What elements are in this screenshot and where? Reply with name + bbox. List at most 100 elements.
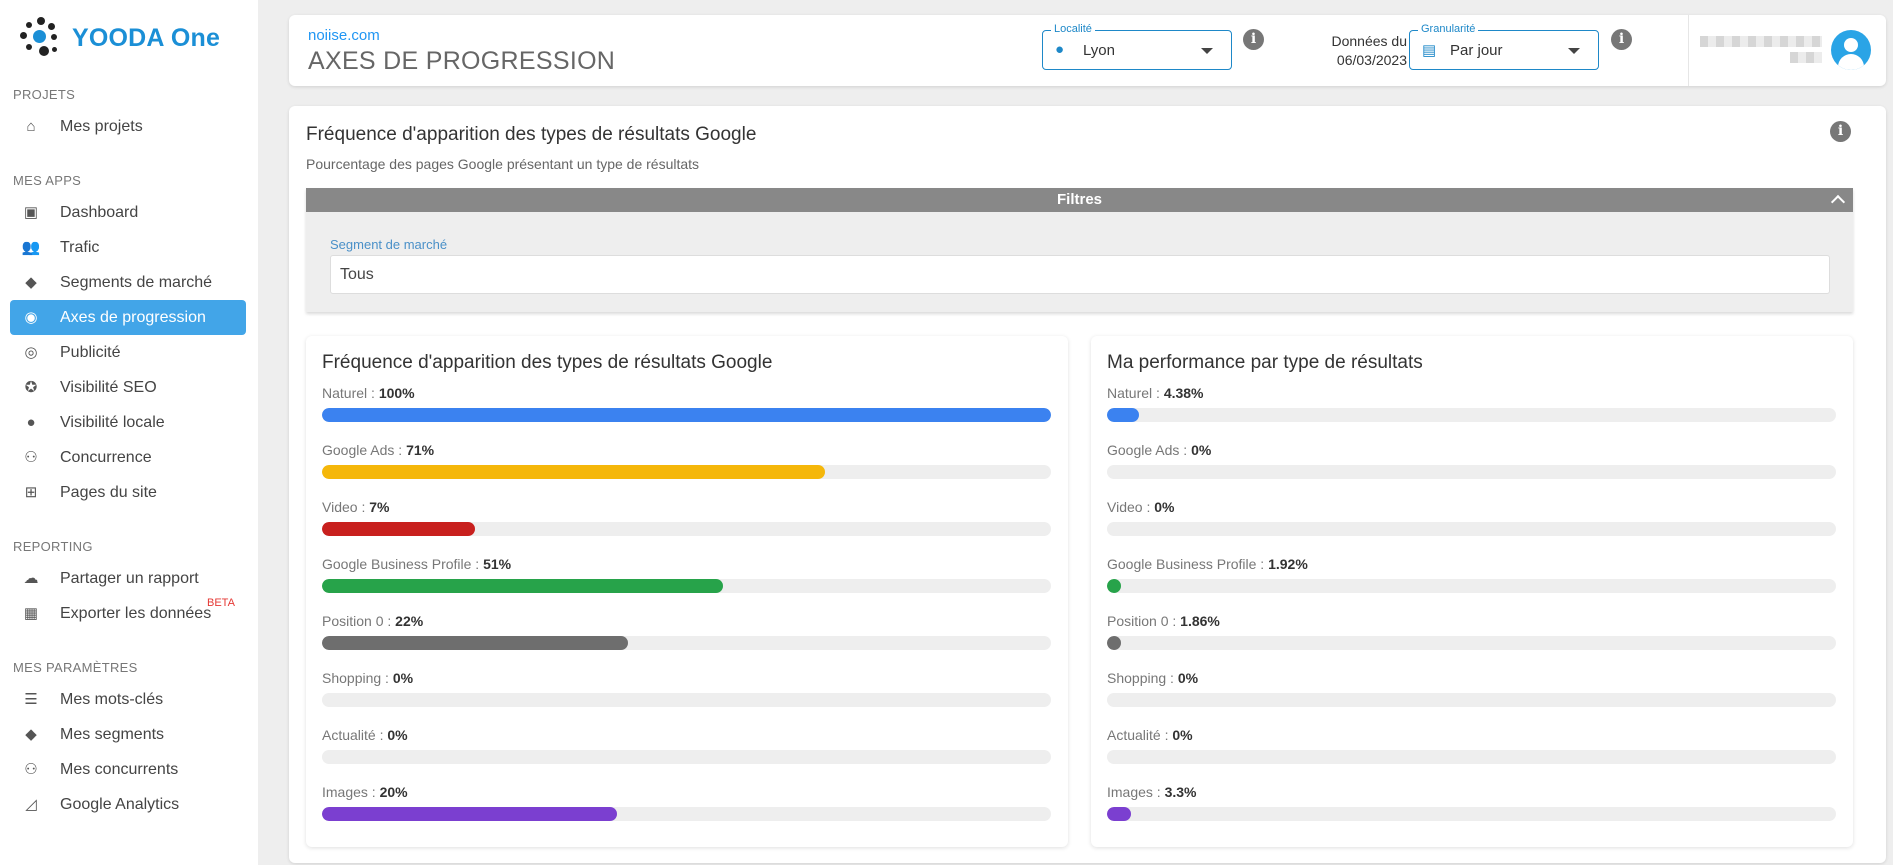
tags-icon: ◆: [25, 726, 37, 743]
metric-value: 7%: [369, 499, 390, 515]
section-title-reporting: REPORTING: [13, 539, 93, 554]
progress-track: [322, 579, 1051, 593]
progress-fill: [322, 579, 723, 593]
metric-label: Images : 20%: [322, 784, 408, 800]
progress-fill: [322, 807, 618, 821]
metric-name: Actualité: [322, 727, 376, 743]
metric-label: Google Business Profile : 51%: [322, 556, 512, 572]
sidebar-item-segments-de-marche[interactable]: ◆ Segments de marché: [10, 265, 246, 300]
granularity-select[interactable]: Granularité ▤ Par jour: [1409, 23, 1599, 70]
metric-value: 0%: [1172, 727, 1193, 743]
panel-info-icon[interactable]: i: [1830, 121, 1851, 142]
sidebar-item-partager-un-rapport[interactable]: ☁ Partager un rapport: [10, 561, 246, 596]
filters-panel: Filtres Segment de marché Tous: [306, 188, 1853, 312]
sidebar-item-trafic[interactable]: 👥 Trafic: [10, 230, 246, 265]
granularity-label: Granularité: [1418, 23, 1479, 35]
section-title-mes-apps: MES APPS: [13, 173, 82, 188]
sidebar-item-mes-mots-cles[interactable]: ☰ Mes mots-clés: [10, 682, 246, 717]
sidebar-item-google-analytics[interactable]: ◿ Google Analytics: [10, 787, 246, 822]
sidebar-item-label: Visibilité locale: [60, 413, 165, 431]
metric-name: Position 0: [322, 613, 384, 629]
locality-info-icon[interactable]: i: [1243, 29, 1264, 50]
progress-track: [1107, 693, 1836, 707]
users-icon: 👥: [21, 239, 41, 256]
metric-value: 3.3%: [1164, 784, 1197, 800]
metric-row-images: Images : 3.3%: [1107, 784, 1837, 824]
metric-name: Images: [1107, 784, 1153, 800]
header-divider: [1688, 15, 1689, 86]
sidebar-item-pages-du-site[interactable]: ⊞ Pages du site: [10, 475, 246, 510]
metric-label: Actualité : 0%: [322, 727, 408, 743]
site-link[interactable]: noiise.com: [308, 27, 380, 44]
sidebar-item-visibilite-locale[interactable]: ● Visibilité locale: [10, 405, 246, 440]
data-date-label: Données du: [1331, 33, 1407, 49]
sidebar-item-mes-projets[interactable]: ⌂ Mes projets: [10, 109, 246, 144]
main-panel: Fréquence d'apparition des types de résu…: [289, 106, 1886, 863]
sidebar-item-visibilite-seo[interactable]: ✪ Visibilité SEO: [10, 370, 246, 405]
sidebar-item-label: Mes mots-clés: [60, 690, 164, 708]
metric-row-google-business-profile: Google Business Profile : 1.92%: [1107, 556, 1837, 596]
metric-name: Google Ads: [322, 442, 395, 458]
metric-label: Video : 7%: [322, 499, 390, 515]
progress-track: [1107, 408, 1836, 422]
sidebar-item-mes-concurrents[interactable]: ⚇ Mes concurrents: [10, 752, 246, 787]
metric-label: Naturel : 100%: [322, 385, 415, 401]
sitemap-icon: ⊞: [24, 484, 38, 501]
metric-value: 22%: [395, 613, 424, 629]
metric-label: Naturel : 4.38%: [1107, 385, 1204, 401]
performance-card: Ma performance par type de résultats Nat…: [1091, 336, 1853, 847]
sidebar-item-axes-de-progression[interactable]: ◉ Axes de progression: [10, 300, 246, 335]
metric-name: Google Business Profile: [322, 556, 472, 572]
sidebar-item-publicite[interactable]: ◎ Publicité: [10, 335, 246, 370]
chevron-down-icon: [1568, 48, 1580, 54]
metric-name: Naturel: [322, 385, 368, 401]
segment-select[interactable]: Tous: [330, 255, 1830, 294]
metric-label: Actualité : 0%: [1107, 727, 1193, 743]
sidebar-item-label: Mes segments: [60, 725, 165, 743]
metric-row-shopping: Shopping : 0%: [322, 670, 1052, 710]
progress-track: [1107, 807, 1836, 821]
page-title: AXES DE PROGRESSION: [308, 47, 616, 75]
metric-label: Images : 3.3%: [1107, 784, 1197, 800]
progress-track: [322, 693, 1051, 707]
sidebar-item-exporter-les-donnees[interactable]: ▦ Exporter les données: [10, 596, 246, 631]
metric-row-position-0: Position 0 : 22%: [322, 613, 1052, 653]
sidebar-item-concurrence[interactable]: ⚇ Concurrence: [10, 440, 246, 475]
data-date-value: 06/03/2023: [1336, 52, 1407, 68]
sidebar-item-mes-segments[interactable]: ◆ Mes segments: [10, 717, 246, 752]
metric-label: Position 0 : 1.86%: [1107, 613, 1220, 629]
sidebar-item-label: Google Analytics: [60, 795, 180, 813]
metric-name: Video: [1107, 499, 1143, 515]
progress-fill: [1107, 636, 1121, 650]
metric-name: Google Business Profile: [1107, 556, 1257, 572]
metric-value: 1.86%: [1180, 613, 1220, 629]
metric-label: Shopping : 0%: [1107, 670, 1199, 686]
metric-label: Google Ads : 0%: [1107, 442, 1212, 458]
metric-value: 100%: [378, 385, 415, 401]
card-title: Ma performance par type de résultats: [1107, 352, 1423, 373]
home-icon: ⌂: [26, 118, 36, 135]
brand-logo[interactable]: YOODA One: [20, 17, 220, 59]
sidebar-item-label: Mes projets: [60, 117, 143, 135]
segment-label: Segment de marché: [330, 237, 448, 252]
user-avatar[interactable]: [1831, 30, 1871, 70]
metric-value: 20%: [379, 784, 408, 800]
chevron-down-icon: [1201, 48, 1213, 54]
filters-header[interactable]: Filtres: [306, 188, 1853, 212]
sidebar-item-dashboard[interactable]: ▣ Dashboard: [10, 195, 246, 230]
sidebar-item-label: Visibilité SEO: [60, 378, 157, 396]
metric-row-video: Video : 0%: [1107, 499, 1837, 539]
metric-row-naturel: Naturel : 100%: [322, 385, 1052, 425]
chart-area-icon: ◿: [25, 796, 37, 813]
yooda-logo-icon: [20, 17, 62, 59]
panel-title: Fréquence d'apparition des types de résu…: [306, 124, 757, 145]
progress-track: [322, 636, 1051, 650]
map-pin-icon: ●: [26, 414, 36, 431]
progress-track: [322, 807, 1051, 821]
granularity-info-icon[interactable]: i: [1611, 29, 1632, 50]
section-title-projets: PROJETS: [13, 87, 76, 102]
map-pin-icon: ●: [1055, 41, 1065, 58]
progress-fill: [322, 408, 1051, 422]
sidebar: YOODA One PROJETS ⌂ Mes projets MES APPS…: [0, 0, 258, 865]
locality-select[interactable]: Localité ● Lyon: [1042, 23, 1232, 70]
